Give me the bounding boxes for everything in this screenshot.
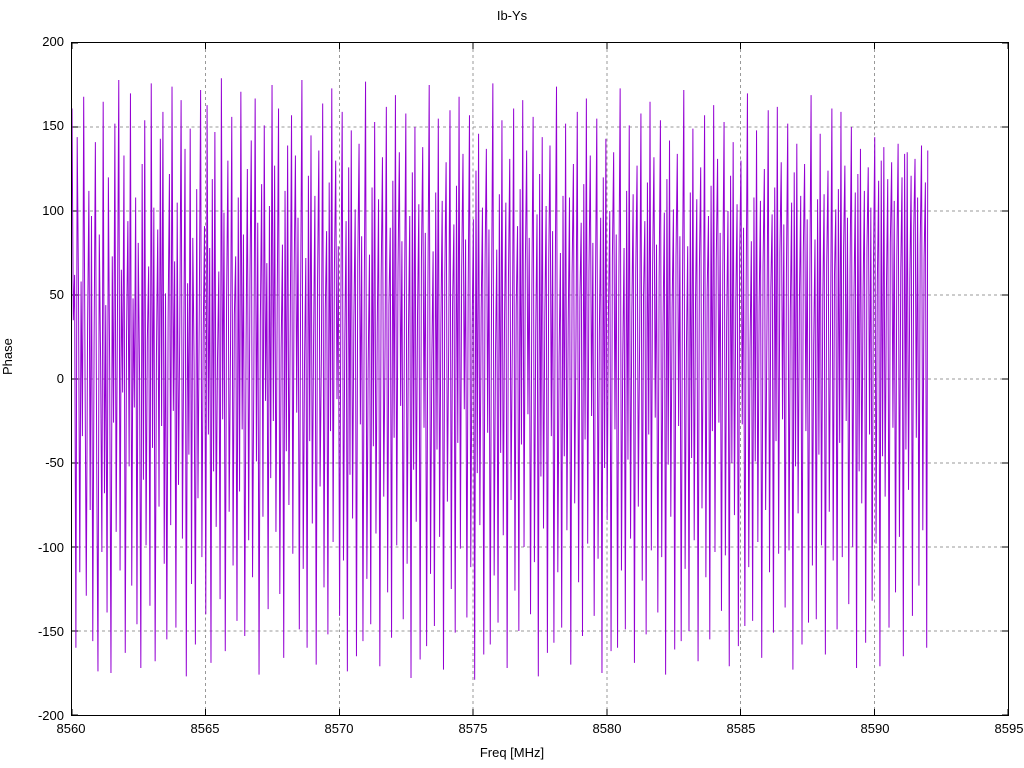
y-tick-label: 50 — [49, 286, 64, 302]
y-tick-label: -150 — [37, 623, 64, 639]
y-tick-label: 0 — [56, 371, 64, 386]
page-title: Ib-Ys — [496, 8, 528, 23]
x-tick-label: 8595 — [994, 721, 1024, 736]
x-tick-label: 8565 — [190, 721, 220, 736]
y-tick-label: -200 — [37, 708, 64, 723]
y-tick-label: -100 — [37, 539, 64, 555]
x-tick-label: 8575 — [458, 721, 488, 736]
x-tick-label: 8580 — [592, 721, 622, 736]
x-tick-label: 8560 — [56, 721, 86, 736]
x-tick-label: 8590 — [860, 721, 890, 736]
plot-area — [71, 42, 1009, 716]
data-series — [72, 78, 929, 680]
plot-canvas — [72, 43, 1008, 715]
y-axis-label: Phase — [0, 338, 15, 375]
y-tick-label: -50 — [45, 455, 64, 471]
y-tick-label: 100 — [42, 202, 64, 218]
y-axis-tick-labels: -200 -150 -100 -50 0 50 100 150 200 — [0, 0, 64, 768]
x-tick-label: 8570 — [324, 721, 354, 736]
y-tick-label: 150 — [42, 118, 64, 134]
x-tick-label: 8585 — [726, 721, 756, 736]
y-tick-label: 200 — [42, 34, 64, 49]
x-axis-label: Freq [MHz] — [479, 745, 545, 760]
